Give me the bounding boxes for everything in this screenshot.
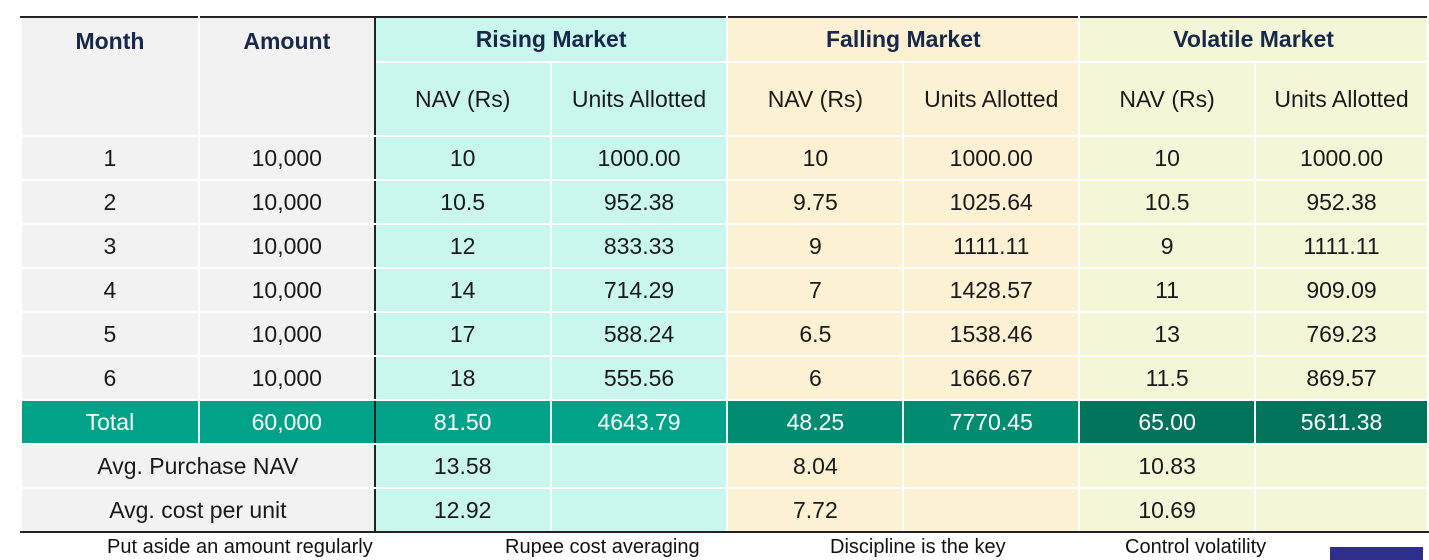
avg-purchase-nav-rising: 13.58 xyxy=(373,443,552,489)
falling-units-cell: 1000.00 xyxy=(902,135,1081,181)
header-rising-market: Rising Market xyxy=(373,16,729,63)
empty-cell xyxy=(549,487,729,533)
table-row: 4 10,000 14 714.29 7 1428.57 11 909.09 xyxy=(20,267,1429,313)
rising-units-cell: 952.38 xyxy=(549,179,729,225)
table-row: 6 10,000 18 555.56 6 1666.67 11.5 869.57 xyxy=(20,355,1429,401)
avg-cost-per-unit-row: Avg. cost per unit 12.92 7.72 10.69 xyxy=(20,487,1429,533)
avg-purchase-nav-label: Avg. Purchase NAV xyxy=(20,443,376,489)
total-row: Total 60,000 81.50 4643.79 48.25 7770.45… xyxy=(20,399,1429,445)
rising-nav-cell: 10 xyxy=(373,135,552,181)
header-falling-nav: NAV (Rs) xyxy=(726,61,905,137)
total-rising-units: 4643.79 xyxy=(549,399,729,445)
total-amount: 60,000 xyxy=(197,399,376,445)
falling-units-cell: 1428.57 xyxy=(902,267,1081,313)
footer-item-control-volatility: Control volatility xyxy=(1125,536,1267,558)
total-volatile-nav: 65.00 xyxy=(1078,399,1257,445)
volatile-nav-cell: 11 xyxy=(1078,267,1257,313)
falling-units-cell: 1538.46 xyxy=(902,311,1081,357)
avg-cost-per-unit-label: Avg. cost per unit xyxy=(20,487,376,533)
volatile-units-cell: 869.57 xyxy=(1254,355,1429,401)
table-row: 5 10,000 17 588.24 6.5 1538.46 13 769.23 xyxy=(20,311,1429,357)
rising-nav-cell: 12 xyxy=(373,223,552,269)
header-falling-market: Falling Market xyxy=(726,16,1081,63)
rising-nav-cell: 14 xyxy=(373,267,552,313)
volatile-units-cell: 769.23 xyxy=(1254,311,1429,357)
amount-cell: 10,000 xyxy=(197,135,376,181)
header-volatile-units: Units Allotted xyxy=(1254,61,1429,137)
empty-cell xyxy=(1254,443,1429,489)
amount-cell: 10,000 xyxy=(197,311,376,357)
rising-units-cell: 588.24 xyxy=(549,311,729,357)
sip-comparison-table: Month Amount Rising Market Falling Marke… xyxy=(20,16,1429,533)
rising-units-cell: 714.29 xyxy=(549,267,729,313)
month-cell: 4 xyxy=(20,267,200,313)
rising-nav-cell: 17 xyxy=(373,311,552,357)
header-month: Month xyxy=(20,16,200,137)
total-falling-units: 7770.45 xyxy=(902,399,1081,445)
footer-item-regular-amount: Put aside an amount regularly xyxy=(107,536,373,558)
avg-purchase-nav-row: Avg. Purchase NAV 13.58 8.04 10.83 xyxy=(20,443,1429,489)
header-volatile-nav: NAV (Rs) xyxy=(1078,61,1257,137)
empty-cell xyxy=(549,443,729,489)
avg-cost-per-unit-volatile: 10.69 xyxy=(1078,487,1257,533)
header-row-groups: Month Amount Rising Market Falling Marke… xyxy=(20,16,1429,137)
falling-nav-cell: 7 xyxy=(726,267,905,313)
falling-nav-cell: 6 xyxy=(726,355,905,401)
falling-nav-cell: 9 xyxy=(726,223,905,269)
month-cell: 2 xyxy=(20,179,200,225)
rising-nav-cell: 18 xyxy=(373,355,552,401)
header-row-columns: NAV (Rs) Units Allotted NAV (Rs) Units A… xyxy=(21,61,1429,137)
empty-cell xyxy=(1254,487,1429,533)
avg-cost-per-unit-rising: 12.92 xyxy=(373,487,552,533)
table-row: 3 10,000 12 833.33 9 1111.11 9 1111.11 xyxy=(20,223,1429,269)
volatile-units-cell: 1000.00 xyxy=(1254,135,1429,181)
falling-nav-cell: 10 xyxy=(726,135,905,181)
amount-cell: 10,000 xyxy=(197,223,376,269)
header-volatile-market: Volatile Market xyxy=(1078,16,1429,63)
falling-units-cell: 1025.64 xyxy=(902,179,1081,225)
volatile-nav-cell: 10.5 xyxy=(1078,179,1257,225)
volatile-units-cell: 909.09 xyxy=(1254,267,1429,313)
total-rising-nav: 81.50 xyxy=(373,399,552,445)
rising-units-cell: 555.56 xyxy=(549,355,729,401)
volatile-units-cell: 1111.11 xyxy=(1254,223,1429,269)
amount-cell: 10,000 xyxy=(197,267,376,313)
avg-purchase-nav-volatile: 10.83 xyxy=(1078,443,1257,489)
month-cell: 1 xyxy=(20,135,200,181)
footer-item-discipline: Discipline is the key xyxy=(830,536,1006,558)
amount-cell: 10,000 xyxy=(197,179,376,225)
volatile-units-cell: 952.38 xyxy=(1254,179,1429,225)
falling-nav-cell: 6.5 xyxy=(726,311,905,357)
empty-cell xyxy=(902,443,1081,489)
month-cell: 3 xyxy=(20,223,200,269)
falling-units-cell: 1666.67 xyxy=(902,355,1081,401)
avg-purchase-nav-falling: 8.04 xyxy=(726,443,905,489)
volatile-nav-cell: 13 xyxy=(1078,311,1257,357)
header-rising-units: Units Allotted xyxy=(549,61,729,137)
total-volatile-units: 5611.38 xyxy=(1254,399,1429,445)
falling-nav-cell: 9.75 xyxy=(726,179,905,225)
rising-nav-cell: 10.5 xyxy=(373,179,552,225)
header-falling-units: Units Allotted xyxy=(902,61,1081,137)
volatile-nav-cell: 9 xyxy=(1078,223,1257,269)
total-falling-nav: 48.25 xyxy=(726,399,905,445)
volatile-nav-cell: 10 xyxy=(1078,135,1257,181)
rising-units-cell: 1000.00 xyxy=(549,135,729,181)
table-row: 1 10,000 10 1000.00 10 1000.00 10 1000.0… xyxy=(20,135,1429,181)
month-cell: 5 xyxy=(20,311,200,357)
header-rising-nav: NAV (Rs) xyxy=(373,61,552,137)
month-cell: 6 xyxy=(20,355,200,401)
falling-units-cell: 1111.11 xyxy=(902,223,1081,269)
footer-item-rupee-cost-averaging: Rupee cost averaging xyxy=(505,536,700,558)
total-label: Total xyxy=(20,399,200,445)
header-amount: Amount xyxy=(197,16,376,137)
table-row: 2 10,000 10.5 952.38 9.75 1025.64 10.5 9… xyxy=(20,179,1429,225)
empty-cell xyxy=(902,487,1081,533)
slide-nav-button[interactable] xyxy=(1330,547,1423,560)
rising-units-cell: 833.33 xyxy=(549,223,729,269)
volatile-nav-cell: 11.5 xyxy=(1078,355,1257,401)
avg-cost-per-unit-falling: 7.72 xyxy=(726,487,905,533)
amount-cell: 10,000 xyxy=(197,355,376,401)
